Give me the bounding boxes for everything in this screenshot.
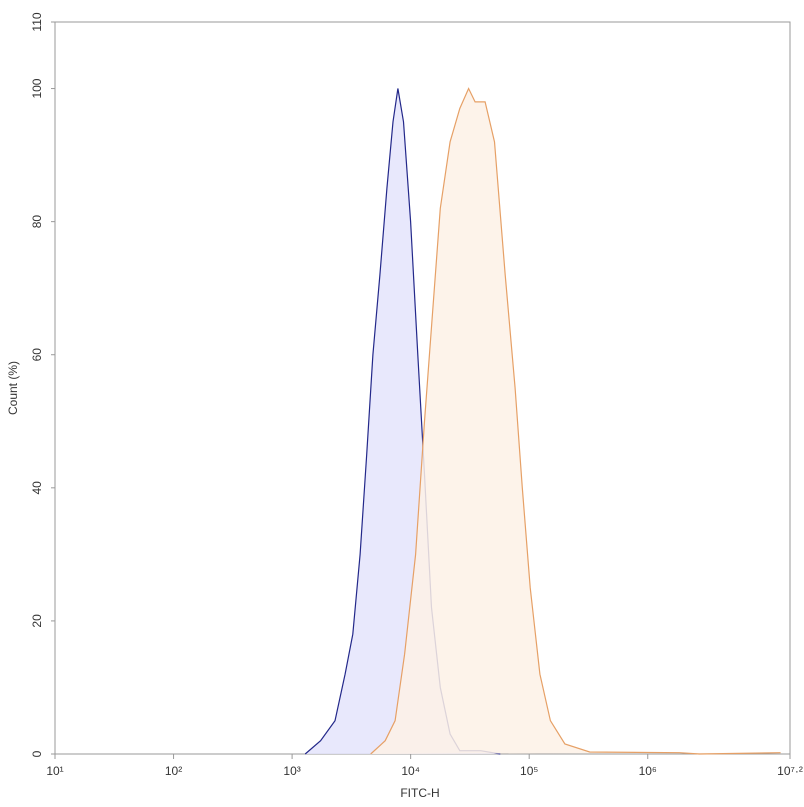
y-tick-label: 110 <box>30 12 44 31</box>
x-axis-label: FITC-H <box>400 786 439 800</box>
x-tick-label: 10⁵ <box>520 764 538 778</box>
area-line <box>370 87 781 755</box>
x-tick-label: 10⁶ <box>639 764 657 778</box>
y-axis-label: Count (%) <box>6 361 20 415</box>
x-tick-label: 10² <box>165 764 182 778</box>
x-tick-label: 10⁴ <box>401 764 420 778</box>
x-tick-label: 10¹ <box>46 764 63 778</box>
x-tick-label: 10³ <box>283 764 300 778</box>
x-tick-label: 10⁷·² <box>777 764 803 778</box>
y-tick-label: 0 <box>30 750 44 757</box>
y-tick-label: 40 <box>30 481 44 495</box>
y-tick-label: 80 <box>30 215 44 229</box>
y-tick-label: 60 <box>30 348 44 362</box>
y-tick-label: 20 <box>30 614 44 628</box>
y-tick-label: 100 <box>30 78 44 98</box>
